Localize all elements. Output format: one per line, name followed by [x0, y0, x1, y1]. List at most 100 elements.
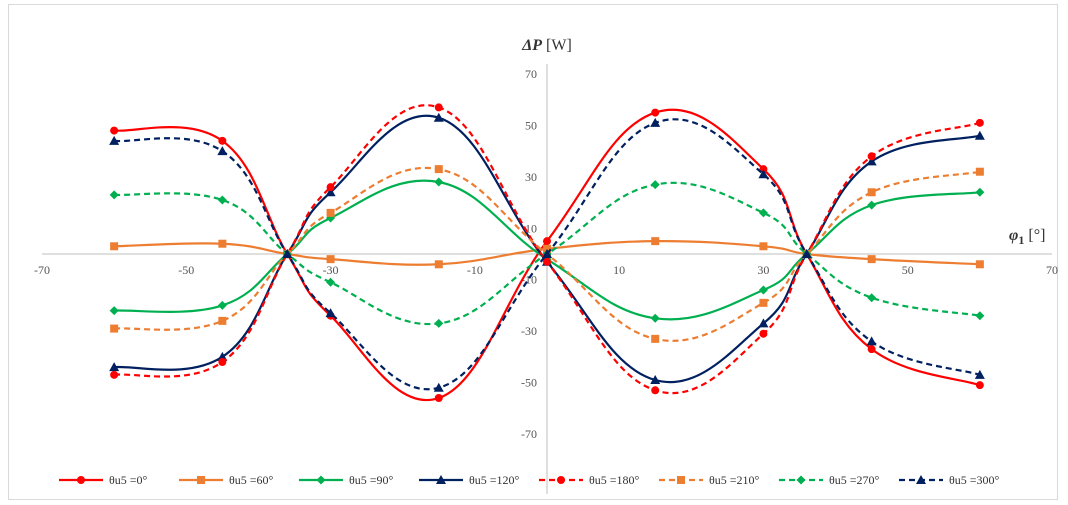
legend-label: θu5 =180° [589, 473, 640, 487]
data-point [282, 249, 293, 258]
legend-label: θu5 =60° [229, 473, 274, 487]
data-point [110, 370, 119, 379]
legend-marker [796, 475, 806, 485]
data-point [434, 177, 444, 187]
data-point [218, 316, 227, 325]
data-point [433, 382, 444, 392]
legend-marker [677, 476, 685, 484]
data-point [109, 190, 119, 200]
data-point [867, 200, 877, 210]
x-axis-label-symbol: φ [1009, 227, 1018, 244]
data-point [651, 334, 660, 343]
x-axis-label-unit: [°] [1024, 227, 1045, 244]
legend-marker [316, 475, 326, 485]
data-point [109, 306, 119, 316]
data-point [974, 369, 985, 379]
data-point [866, 156, 877, 166]
x-axis-label-subscript: 1 [1018, 233, 1024, 247]
data-point [110, 324, 119, 333]
data-point [218, 239, 227, 248]
legend-label: θu5 =210° [709, 473, 760, 487]
series-5 [110, 103, 984, 395]
data-point [326, 277, 336, 287]
data-point [543, 237, 551, 246]
x-tick-label: -50 [178, 263, 194, 277]
data-point [759, 242, 768, 251]
x-axis-label: φ1 [°] [1009, 227, 1045, 247]
data-point [975, 118, 984, 127]
data-point [325, 308, 336, 318]
data-point [758, 285, 768, 295]
data-point [867, 255, 876, 264]
x-tick-label: 30 [757, 263, 769, 277]
data-point [650, 313, 660, 323]
data-point [867, 293, 877, 303]
data-point [434, 260, 443, 269]
y-tick-label: 10 [525, 221, 537, 235]
legend-marker [77, 476, 85, 484]
data-point [326, 208, 335, 217]
y-tick-label: -30 [521, 324, 537, 338]
data-point [758, 318, 769, 328]
line-chart: -70 -50 -30 -10 10 30 50 70-70-50-30-1010305070… [34, 37, 1058, 494]
data-point [975, 187, 985, 197]
data-point [758, 208, 768, 218]
data-point [759, 298, 768, 307]
data-point [759, 329, 768, 338]
y-tick-label: -50 [521, 376, 537, 390]
x-tick-label: -10 [467, 263, 483, 277]
legend-marker [916, 475, 926, 484]
data-point [109, 362, 120, 372]
data-point [975, 260, 984, 269]
legend-item: θu5 =270° [779, 473, 880, 487]
y-tick-label: 50 [525, 118, 537, 132]
data-point [433, 112, 444, 122]
data-point [218, 358, 227, 366]
legend-label: θu5 =90° [349, 473, 394, 487]
legend-item: θu5 =0° [59, 473, 148, 487]
y-axis-label-symbol: ΔP [521, 37, 542, 54]
legend-marker [557, 476, 565, 484]
data-point [801, 249, 812, 258]
data-point [217, 300, 227, 310]
y-tick-label: 70 [525, 67, 537, 81]
legend: θu5 =0° θu5 =60° θu5 =90° θu5 =120° θu5 =180… [59, 473, 1000, 487]
data-point [434, 103, 443, 112]
data-point [217, 195, 227, 205]
data-point [543, 257, 551, 266]
data-point [217, 351, 228, 361]
legend-item: θu5 =300° [899, 473, 1000, 487]
data-point [758, 169, 769, 179]
data-point [434, 165, 443, 174]
plot-area [109, 103, 985, 402]
data-point [326, 183, 335, 192]
x-tick-label: 70 [1046, 263, 1058, 277]
data-point [651, 108, 660, 117]
data-point [543, 244, 551, 253]
x-tick-label: 50 [902, 263, 914, 277]
legend-marker [436, 475, 446, 484]
data-point [109, 135, 120, 145]
data-point [434, 394, 443, 402]
legend-label: θu5 =270° [829, 473, 880, 487]
legend-label: θu5 =0° [109, 473, 148, 487]
data-point [867, 345, 876, 354]
data-point [974, 130, 985, 140]
data-point [325, 187, 336, 197]
data-point [217, 146, 228, 156]
data-point [975, 167, 984, 176]
x-tick-label: -30 [323, 263, 339, 277]
data-point [651, 237, 660, 246]
data-point [434, 318, 444, 328]
data-point [650, 117, 661, 127]
data-point [110, 242, 119, 251]
data-point [650, 180, 660, 190]
data-point [651, 386, 660, 395]
y-tick-label: 30 [525, 170, 537, 184]
data-point [975, 311, 985, 321]
legend-item: θu5 =210° [659, 473, 760, 487]
legend-label: θu5 =300° [949, 473, 1000, 487]
legend-item: θu5 =120° [419, 473, 520, 487]
series-line [114, 118, 981, 391]
